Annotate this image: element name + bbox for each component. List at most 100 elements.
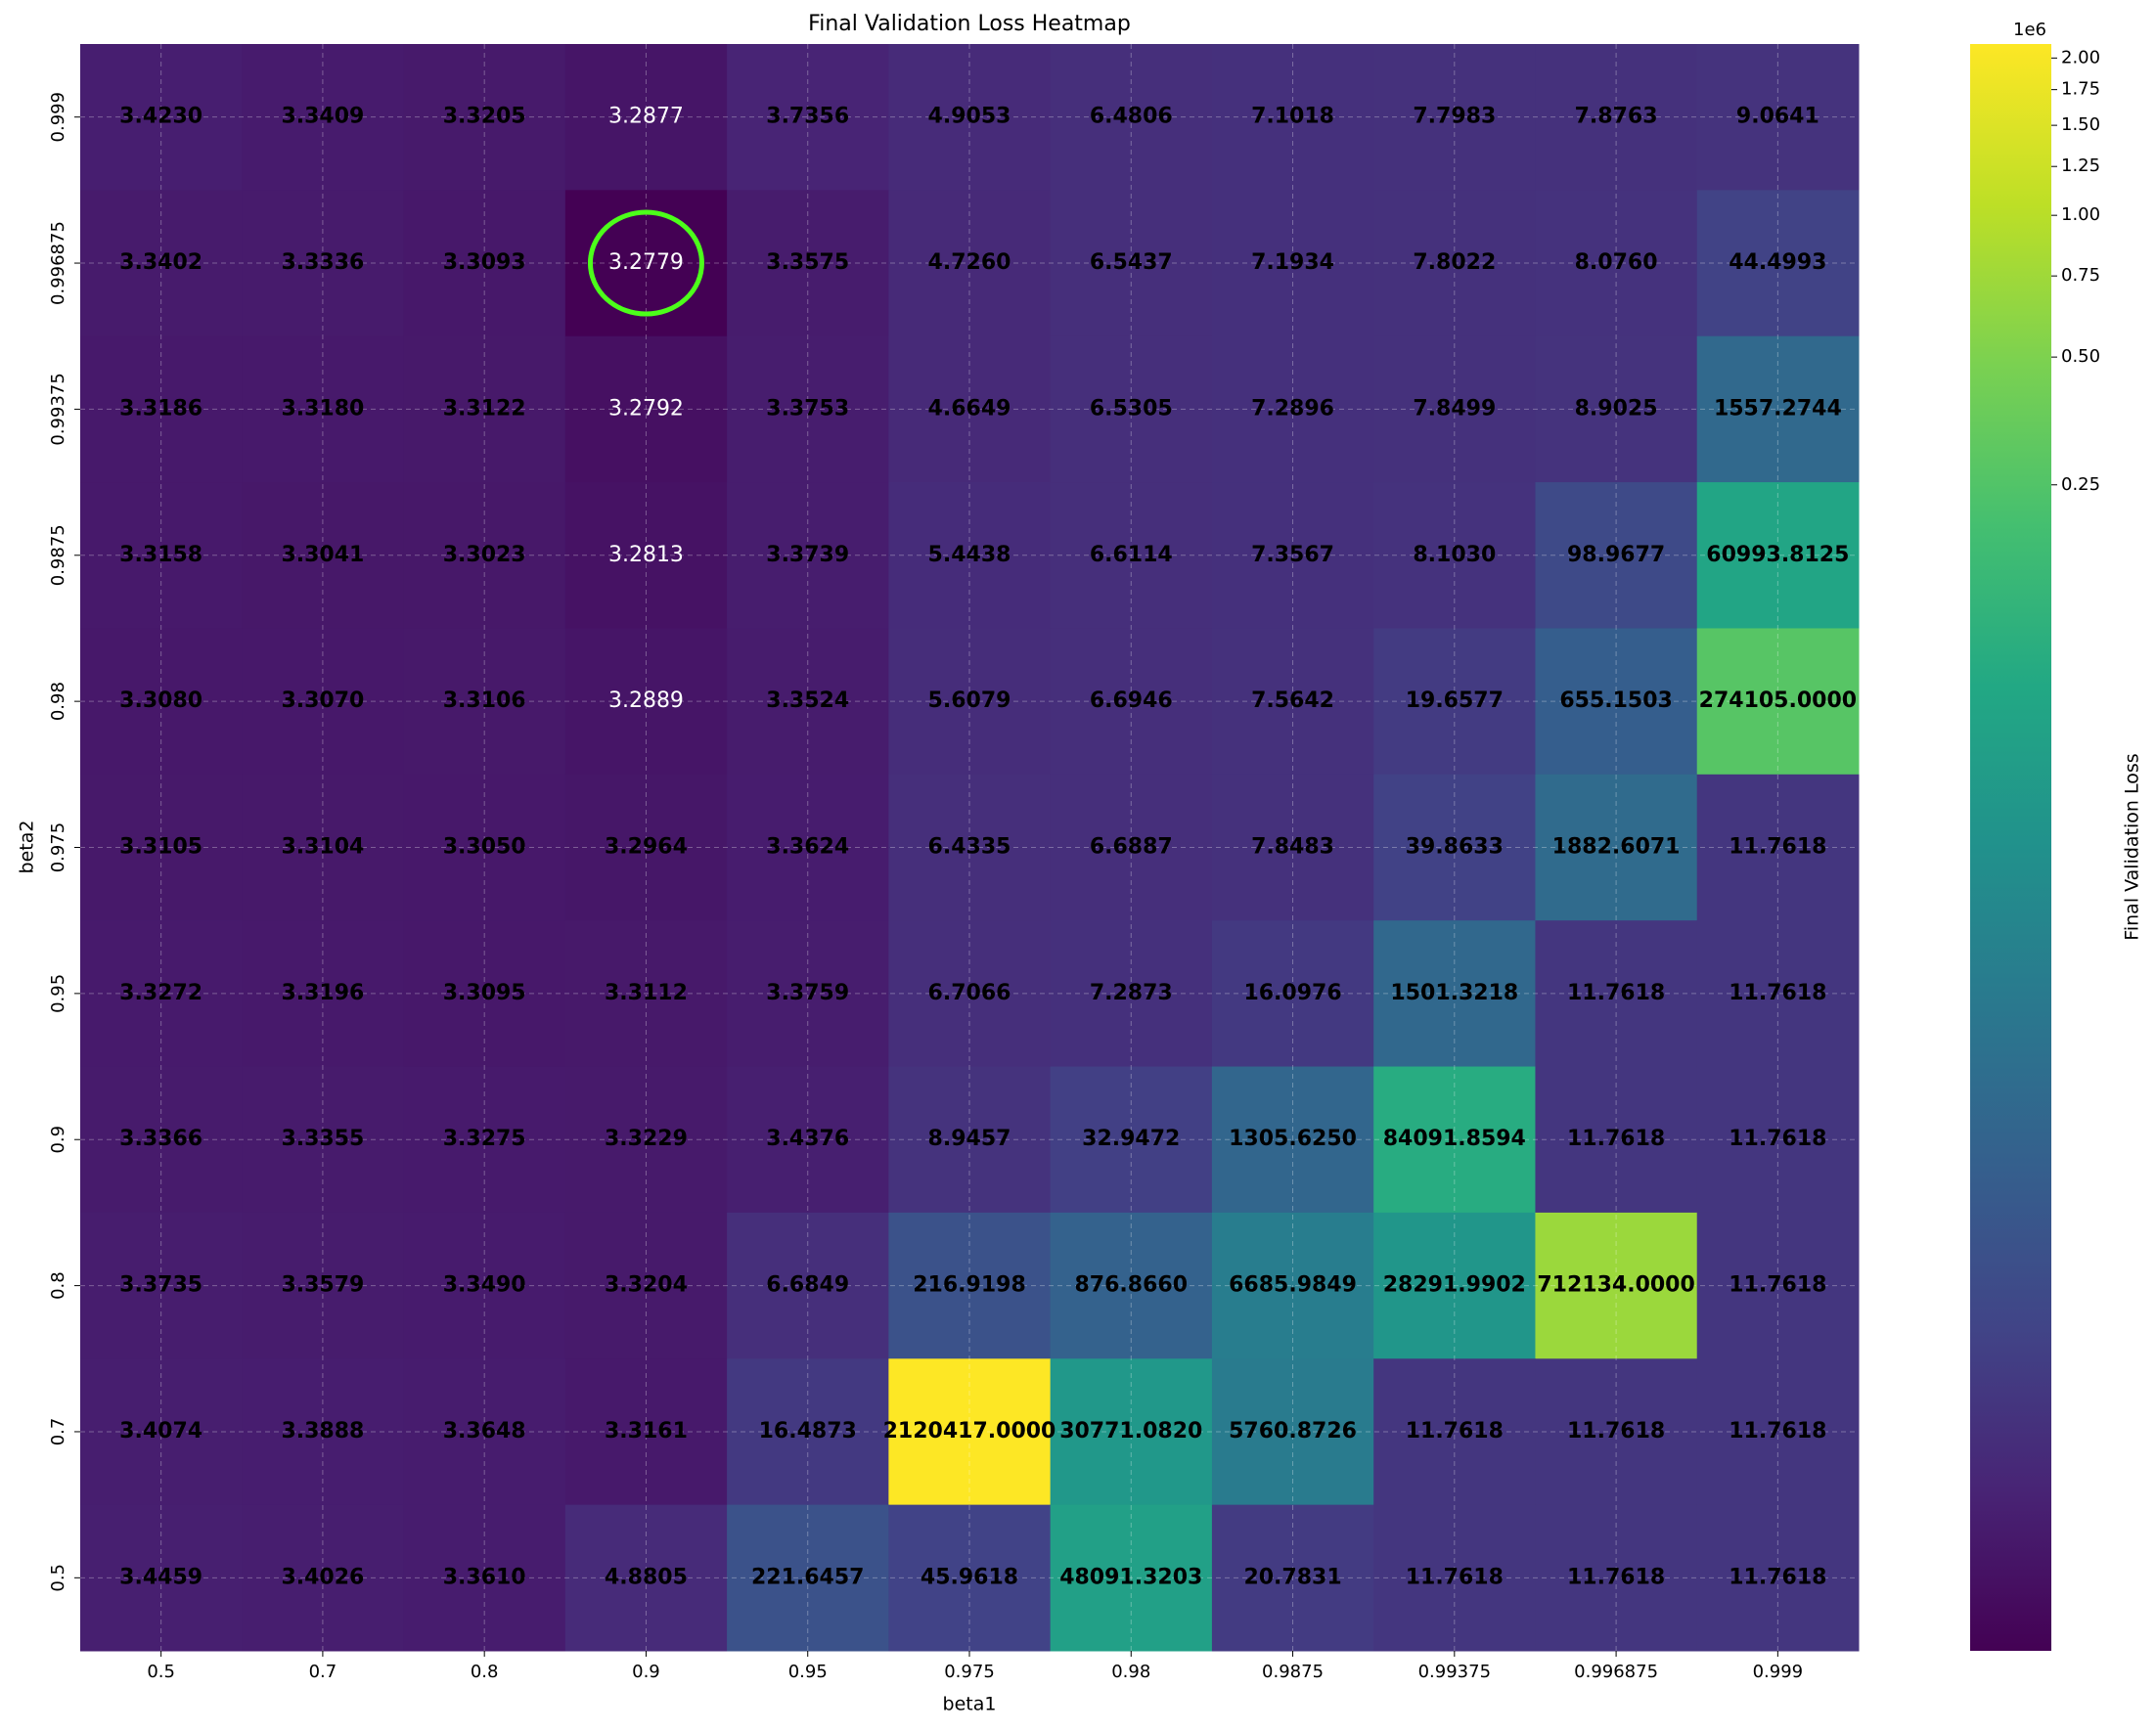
heatmap-cell (1050, 44, 1213, 191)
cell-label: 7.7983 (1413, 105, 1496, 129)
chart-title: Final Validation Loss Heatmap (808, 12, 1131, 36)
cell-label: 3.3409 (281, 105, 364, 129)
cell-label: 9.0641 (1736, 105, 1819, 129)
colorbar-tick-label: 1.50 (2061, 114, 2100, 135)
heatmap-cell (1373, 190, 1536, 337)
heatmap-cell (80, 190, 243, 337)
cell-label: 6.4806 (1090, 105, 1173, 129)
heatmap-cell (1696, 920, 1860, 1068)
cell-label: 20.7831 (1243, 1565, 1341, 1589)
cell-label: 6.6887 (1090, 835, 1173, 860)
heatmap-cell (403, 774, 566, 921)
x-axis-label: beta1 (943, 1694, 997, 1715)
heatmap-cell (1050, 1358, 1213, 1506)
colorbar-tick-label: 0.25 (2061, 474, 2100, 495)
heatmap-cell (1211, 482, 1374, 629)
cell-label: 39.8633 (1406, 835, 1504, 860)
cell-label: 3.3229 (605, 1127, 688, 1151)
heatmap-cell (242, 1358, 405, 1506)
cell-label: 19.6577 (1406, 688, 1504, 713)
cell-label: 7.1934 (1251, 250, 1334, 275)
cell-label: 30771.0820 (1059, 1419, 1202, 1443)
cell-label: 11.7618 (1729, 1273, 1826, 1298)
heatmap-cell (80, 920, 243, 1068)
cell-label: 3.3204 (605, 1273, 688, 1298)
cell-label: 3.3648 (443, 1419, 526, 1443)
cell-label: 7.8763 (1575, 105, 1658, 129)
heatmap-cell (564, 1066, 728, 1214)
heatmap-cell (80, 1504, 243, 1652)
cell-label: 8.9457 (928, 1127, 1011, 1151)
heatmap-cell (1373, 628, 1536, 776)
heatmap-cell (1696, 1504, 1860, 1652)
cell-label: 3.3070 (281, 688, 364, 713)
heatmap-cell (1050, 1212, 1213, 1359)
cell-label: 655.1503 (1559, 688, 1673, 713)
cell-label: 3.3624 (766, 835, 849, 860)
heatmap-cell (403, 920, 566, 1068)
heatmap-cell (80, 335, 243, 483)
cell-label: 32.9472 (1082, 1127, 1180, 1151)
cell-label: 3.3186 (119, 396, 202, 421)
colorbar-offset: 1e6 (2013, 20, 2046, 40)
cell-label: 3.3112 (605, 981, 688, 1005)
cell-label: 3.3336 (281, 250, 364, 275)
cell-label: 3.3355 (281, 1127, 364, 1151)
cell-label: 11.7618 (1729, 981, 1826, 1005)
heatmap-cell (1535, 335, 1698, 483)
x-tick-label: 0.999 (1753, 1662, 1804, 1682)
cell-label: 8.1030 (1413, 543, 1496, 567)
y-tick-label: 0.98 (48, 682, 68, 721)
cell-label: 3.3735 (119, 1273, 202, 1298)
cell-label: 11.7618 (1406, 1419, 1504, 1443)
heatmap-cell (242, 335, 405, 483)
heatmap-cell (888, 1066, 1052, 1214)
heatmap-cell (1373, 1212, 1536, 1359)
heatmap-cell (403, 482, 566, 629)
heatmap-cell (1211, 1212, 1374, 1359)
heatmap-cell (888, 920, 1052, 1068)
colorbar-tick-label: 2.00 (2061, 47, 2100, 67)
y-tick-label: 0.95 (48, 974, 68, 1013)
heatmap-cell (727, 1504, 889, 1652)
heatmap-cell (1373, 44, 1536, 191)
heatmap-cell (1535, 190, 1698, 337)
heatmap-cell (403, 1358, 566, 1506)
heatmap-cell (1696, 190, 1860, 337)
heatmap-cell (1211, 1358, 1374, 1506)
heatmap-cell (242, 1212, 405, 1359)
heatmap-cell (403, 190, 566, 337)
cell-label: 3.3023 (443, 543, 526, 567)
cell-label: 6.4335 (928, 835, 1011, 860)
cell-label: 712134.0000 (1537, 1273, 1694, 1298)
cell-label: 3.4074 (119, 1419, 202, 1443)
cell-label: 3.3161 (605, 1419, 688, 1443)
cell-label: 7.8022 (1413, 250, 1496, 275)
cell-label: 3.2877 (608, 105, 684, 129)
heatmap-cell (1373, 920, 1536, 1068)
cell-label: 16.0976 (1243, 981, 1341, 1005)
heatmap-cell (1373, 1504, 1536, 1652)
heatmap-cell (888, 1358, 1052, 1506)
heatmap-cell (80, 482, 243, 629)
cell-label: 3.3158 (119, 543, 202, 567)
cell-label: 3.3579 (281, 1273, 364, 1298)
cell-label: 3.4459 (119, 1565, 202, 1589)
heatmap-cell (1211, 335, 1374, 483)
heatmap-cell (1211, 44, 1374, 191)
heatmap-cell (888, 628, 1052, 776)
heatmap-cell (727, 1066, 889, 1214)
x-tick-label: 0.975 (944, 1662, 995, 1682)
heatmap-cell (727, 190, 889, 337)
heatmap-cell (1050, 335, 1213, 483)
cell-label: 3.3402 (119, 250, 202, 275)
cell-label: 8.0760 (1575, 250, 1658, 275)
heatmap-cell (1535, 774, 1698, 921)
cell-label: 3.2889 (608, 688, 684, 713)
heatmap-cell (888, 774, 1052, 921)
cell-label: 7.3567 (1251, 543, 1334, 567)
heatmap-cell (888, 1212, 1052, 1359)
cell-label: 3.3366 (119, 1127, 202, 1151)
colorbar (1970, 44, 2051, 1651)
heatmap-cell (1696, 774, 1860, 921)
